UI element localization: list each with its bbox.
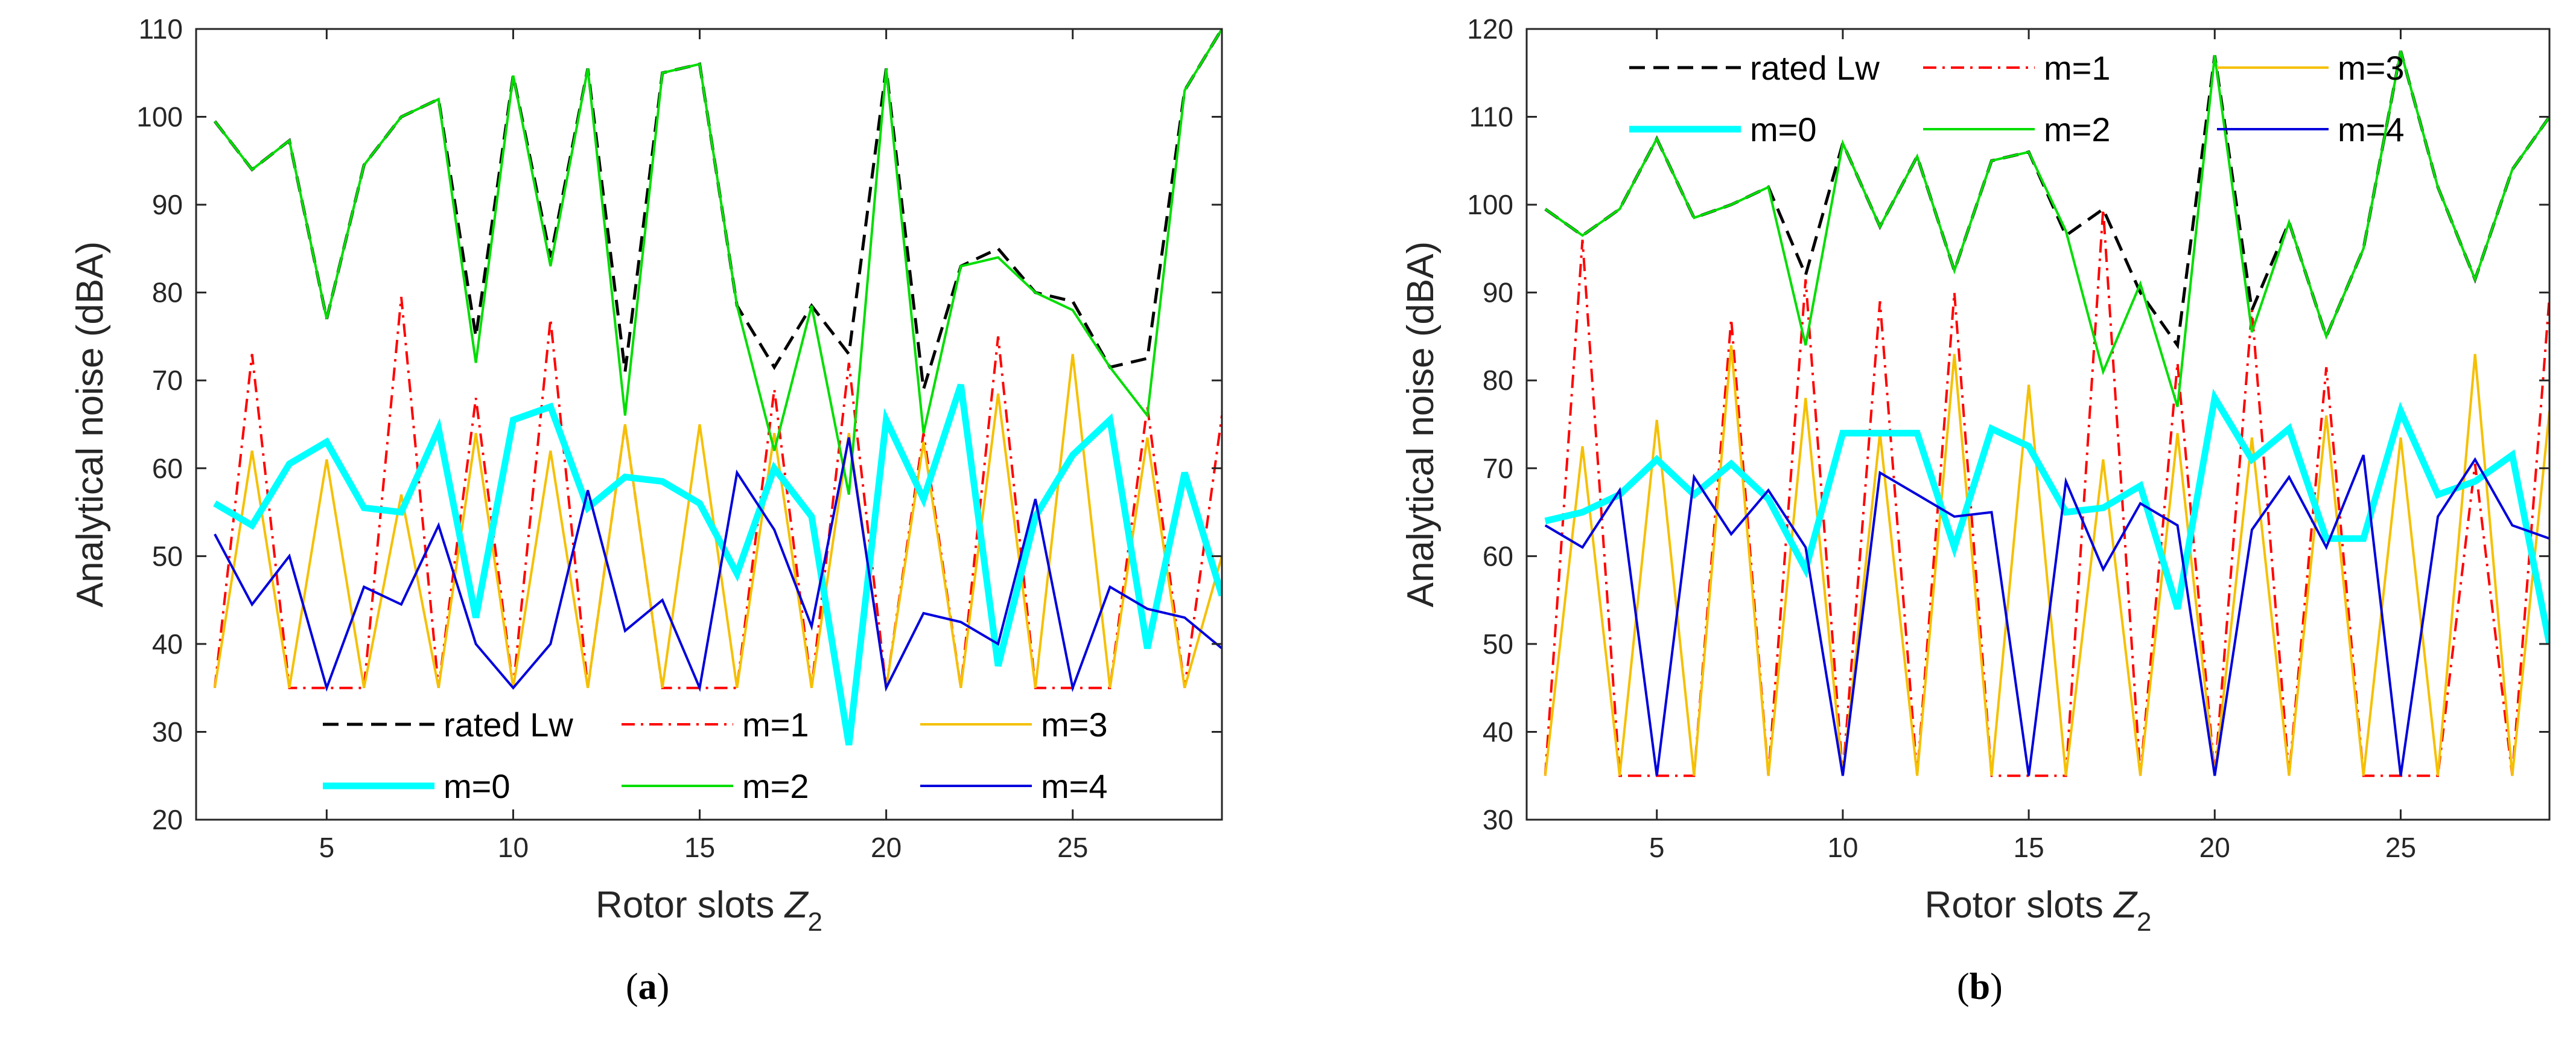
- plot-area-frame: [195, 28, 1223, 821]
- y-tick-label: 110: [139, 13, 183, 45]
- legend-label: m=2: [742, 767, 809, 805]
- panel-label-a: (a): [626, 966, 670, 1007]
- y-tick-label: 40: [1483, 716, 1513, 747]
- legend-label: rated Lw: [1750, 49, 1880, 87]
- y-tick-label: 30: [1483, 804, 1513, 835]
- x-tick-label: 25: [2385, 832, 2416, 863]
- y-tick-label: 30: [152, 716, 183, 747]
- y-tick-label: 70: [1483, 453, 1513, 484]
- legend-label: m=0: [1750, 110, 1817, 148]
- x-tick-label: 20: [871, 832, 902, 863]
- y-tick-label: 100: [1467, 189, 1513, 220]
- legend-label: m=4: [1041, 767, 1108, 805]
- x-tick-label: 15: [684, 832, 715, 863]
- x-tick-label: 5: [1649, 832, 1665, 863]
- legend-label: m=2: [2044, 110, 2111, 148]
- x-tick-label: 10: [1827, 832, 1858, 863]
- series-line-m-1: [1544, 209, 2549, 777]
- y-tick-label: 100: [136, 101, 183, 133]
- y-tick-label: 50: [152, 540, 183, 572]
- y-tick-label: 110: [1469, 101, 1513, 133]
- x-tick-label: 5: [319, 832, 335, 863]
- y-tick-label: 20: [152, 804, 183, 835]
- y-tick-label: 60: [1483, 540, 1513, 572]
- x-tick-label: 25: [1057, 832, 1088, 863]
- y-axis-label: Analytical noise (dBA): [1400, 241, 1442, 608]
- chart-panel-a: 20 30 40 50 60 70 80 90 100 110 5 10 15 20 25 Rotor slo…: [69, 13, 1223, 937]
- legend-label: m=1: [2044, 49, 2111, 87]
- x-axis-label: Rotor slots Z2: [1925, 884, 2152, 937]
- series-line-m-4: [214, 437, 1222, 693]
- y-tick-label: 80: [152, 277, 183, 308]
- series-line-m-3: [213, 354, 1222, 689]
- series-line-m-0: [213, 383, 1222, 746]
- legend: rated Lw m=1 m=3 m=0 m=2 m=4: [1629, 49, 2405, 148]
- series-line-m-1: [213, 296, 1222, 689]
- y-axis-label: Analytical noise (dBA): [69, 241, 111, 608]
- series-line-m-0: [1544, 388, 2549, 645]
- legend-label: m=1: [742, 706, 809, 744]
- x-tick-label: 15: [2014, 832, 2044, 863]
- panel-label-b: (b): [1957, 966, 2003, 1007]
- y-tick-label: 50: [1483, 628, 1513, 660]
- chart-panel-b: 30 40 50 60 70 80 90 100 110 120 5 10 15 20 25 Rotor sl…: [1400, 13, 2551, 937]
- legend-label: m=3: [2338, 49, 2405, 87]
- x-tick-label: 20: [2199, 832, 2230, 863]
- series-line-rated-lw: [1544, 50, 2549, 349]
- series-line-m-2: [214, 29, 1222, 495]
- series-line-rated-lw: [213, 29, 1222, 390]
- x-axis-label: Rotor slots Z2: [596, 884, 822, 937]
- y-tick-label: 60: [152, 453, 183, 484]
- y-tick-label: 80: [1483, 365, 1513, 396]
- legend-label: m=0: [444, 767, 510, 805]
- legend: rated Lw m=1 m=3 m=0 m=2 m=4: [323, 706, 1108, 805]
- y-tick-label: 90: [1483, 277, 1513, 308]
- y-tick-label: 90: [152, 189, 183, 220]
- series-line-m-4: [1544, 455, 2549, 776]
- series-line-m-2: [1544, 50, 2549, 407]
- y-tick-label: 120: [1467, 13, 1513, 45]
- legend-label: m=4: [2338, 110, 2405, 148]
- y-tick-label: 40: [152, 628, 183, 660]
- legend-label: rated Lw: [444, 706, 573, 744]
- x-tick-label: 10: [498, 832, 529, 863]
- plot-area-frame: [1525, 28, 2551, 821]
- y-tick-label: 70: [152, 365, 183, 396]
- legend-label: m=3: [1041, 706, 1108, 744]
